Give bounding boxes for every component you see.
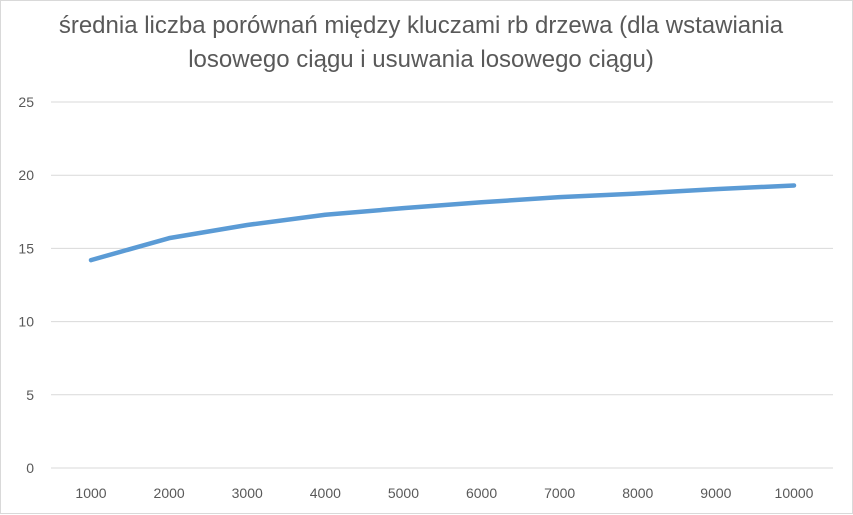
x-tick-label: 9000 (700, 485, 731, 501)
x-tick-label: 3000 (232, 485, 263, 501)
x-tick-label: 5000 (388, 485, 419, 501)
gridlines (51, 101, 833, 469)
y-tick-label: 5 (26, 387, 34, 403)
y-tick-label: 15 (18, 240, 34, 256)
data-point (557, 195, 562, 200)
data-point (479, 200, 484, 205)
data-point (635, 191, 640, 196)
x-tick-label: 6000 (466, 485, 497, 501)
x-tick-label: 4000 (310, 485, 341, 501)
y-axis-tick-labels: 0 5 10 15 20 25 (18, 94, 34, 476)
chart-title: średnia liczba porównań między kluczami … (58, 12, 784, 73)
x-tick-label: 10000 (775, 485, 814, 501)
x-tick-label: 8000 (622, 485, 653, 501)
data-point (323, 212, 328, 217)
x-axis-tick-labels: 1000 2000 3000 4000 5000 6000 7000 8000 9000 1000… (75, 485, 813, 501)
y-tick-label: 25 (18, 94, 34, 110)
data-point (713, 187, 718, 192)
data-point (401, 206, 406, 211)
x-tick-label: 2000 (154, 485, 185, 501)
data-point (245, 222, 250, 227)
series-line (88, 183, 797, 263)
data-point (167, 236, 172, 241)
data-point (792, 183, 796, 188)
data-point (89, 258, 93, 263)
y-tick-label: 10 (18, 314, 34, 330)
x-tick-label: 1000 (75, 485, 106, 501)
x-tick-label: 7000 (544, 485, 575, 501)
y-tick-label: 20 (18, 167, 34, 183)
series-layer (88, 183, 797, 263)
y-tick-label: 0 (26, 460, 34, 476)
